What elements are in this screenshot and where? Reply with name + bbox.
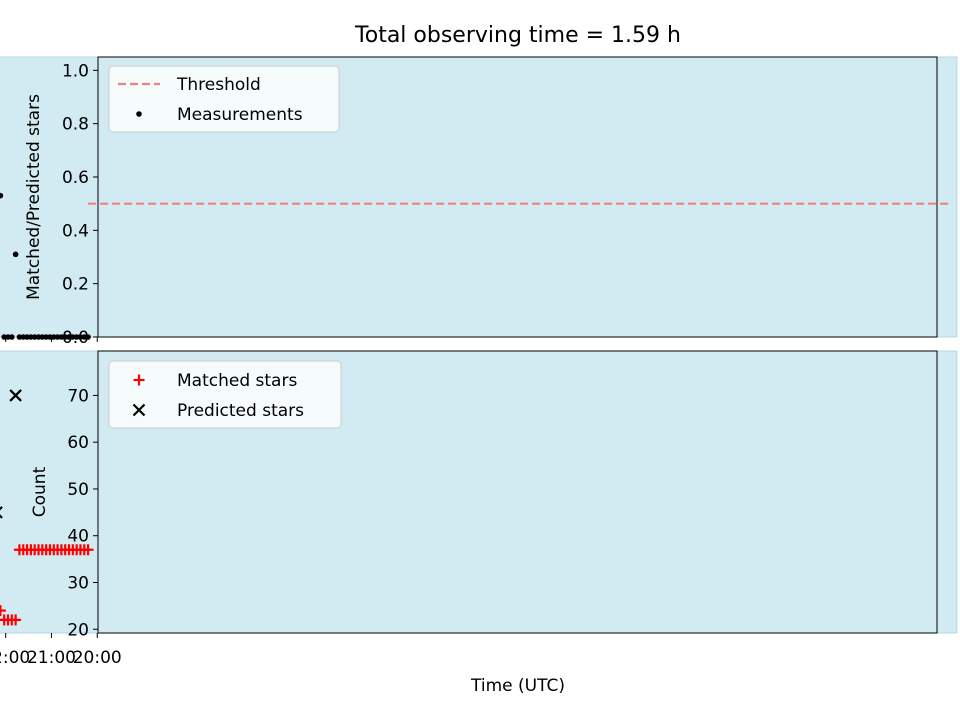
bottom-ytick-label: 20 [67,620,89,640]
legend-matched-label: Matched stars [177,371,297,391]
legend-measurements-label: Measurements [177,105,303,125]
matched-star-point [13,544,25,556]
predicted-star-point [9,389,22,402]
bottom-ytick-label: 50 [67,480,89,500]
top-ytick-label: 0.8 [62,115,89,135]
bottom-panel: 203040506070Count20:0021:0022:0023:0000:… [0,350,958,696]
bottom-axes-frame [97,350,938,634]
measurement-point [0,192,4,199]
legend-predicted-swatch-b [132,403,146,417]
bottom-legend-box [108,360,342,429]
xtick-label: 21:00 [27,648,76,668]
chart-title: Total observing time = 1.59 h [354,23,681,48]
top-ytick-label: 0.2 [62,275,89,295]
legend-threshold-label: Threshold [176,75,261,95]
top-ytick-label: 0.4 [62,221,89,241]
xtick-label: 20:00 [73,648,122,668]
measurement-point [12,251,19,258]
measurement-point [16,334,23,340]
top-legend-box [108,65,340,133]
top-ytick-label: 1.0 [62,61,89,81]
bottom-ytick-label: 40 [67,527,89,547]
legend-predicted-label: Predicted stars [177,401,304,421]
legend-matched-swatch [133,374,145,386]
xtick-label: 22:00 [0,648,30,668]
top-ylabel: Matched/Predicted stars [24,94,44,300]
bottom-xlabel: Time (UTC) [470,676,565,696]
legend-measurements-swatch [136,111,142,117]
predicted-star-point [0,506,3,519]
bottom-ylabel: Count [30,466,50,517]
top-legend: Threshold Measurements [108,65,340,133]
bottom-legend: Matched stars Predicted stars [108,360,342,429]
legend-predicted-swatch [132,403,146,417]
bottom-ytick-label: 30 [67,573,89,593]
measurement-point [1,334,7,340]
bottom-ytick-label: 60 [67,433,89,453]
top-ytick-label: 0.6 [62,168,89,188]
predicted-star-point-b [0,506,3,511]
bottom-ytick-label: 70 [67,386,89,406]
predicted-star-point-a [0,514,3,519]
top-axes-frame [97,56,938,338]
matched-star-point [0,605,6,617]
predicted-star-point-b [9,389,22,402]
matched-star-point [0,618,3,622]
